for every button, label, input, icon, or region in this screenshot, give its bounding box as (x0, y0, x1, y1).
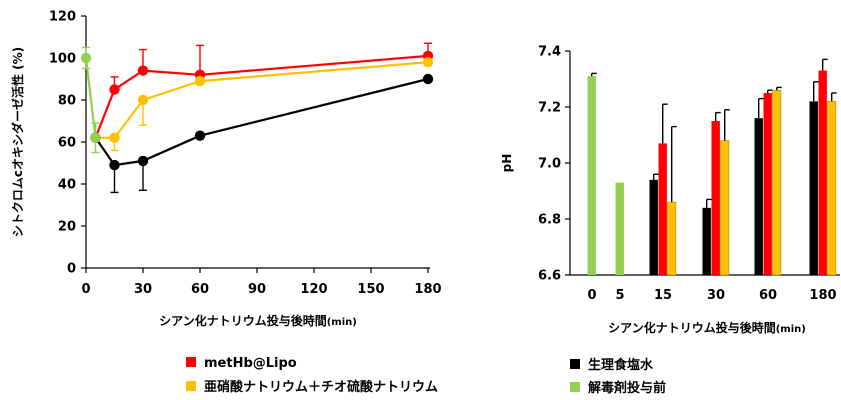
bar (827, 101, 837, 276)
legend-swatch (186, 381, 196, 391)
data-point (109, 132, 120, 143)
data-point (109, 84, 120, 95)
legend-swatch (570, 382, 580, 392)
legend-label: metHb@Lipo (204, 356, 297, 371)
left-x-tick-label: 0 (81, 282, 90, 297)
data-point (422, 57, 434, 68)
right-y-tick-label: 7.0 (538, 157, 561, 172)
left-y-tick-label: 60 (58, 136, 76, 151)
left-y-tick-label: 80 (58, 94, 76, 109)
legend-swatch (186, 357, 196, 367)
bar (763, 93, 772, 275)
series-line (84, 57, 97, 138)
bar (658, 143, 667, 275)
legend-label: 生理食塩水 (588, 357, 654, 373)
data-point (137, 94, 149, 106)
data-point (194, 130, 206, 141)
right-x-tick-label: 15 (654, 288, 672, 303)
legend-label: 亜硝酸ナトリウム＋チオ硫酸ナトリウム (204, 379, 438, 395)
bar (818, 70, 827, 275)
right-y-tick-label: 7.2 (538, 101, 561, 116)
ph-bar-chart: 6.6 6.8 7.0 7.2 7.4 0 5 15 30 60 180 pH シアン化ナトリウム… (500, 45, 840, 335)
bar (754, 118, 763, 275)
data-point (80, 52, 92, 64)
left-y-tick-label: 0 (67, 262, 76, 277)
left-x-tick-label: 90 (248, 282, 266, 297)
left-y-tick-label: 120 (49, 10, 76, 25)
bar (649, 179, 658, 275)
data-point (194, 75, 206, 87)
left-y-tick-label: 40 (58, 178, 76, 193)
left-y-tick-label: 100 (49, 52, 76, 67)
left-x-tick-label: 120 (300, 282, 327, 297)
right-x-tick-label: 0 (587, 288, 596, 303)
left-x-axis-title: シアン化ナトリウム投与後時間(min) (159, 313, 357, 328)
legend-swatch (570, 359, 580, 369)
left-x-tick-label: 30 (134, 282, 152, 297)
right-y-tick-label: 7.4 (538, 45, 561, 60)
series-生理食塩水 (90, 73, 434, 194)
left-x-tick-label: 60 (191, 282, 209, 297)
right-y-tick-label: 6.6 (538, 269, 561, 284)
left-y-tick-label: 20 (58, 220, 76, 235)
right-y-axis-title: pH (500, 154, 514, 173)
series-metHb@Lipo (90, 42, 434, 143)
data-point (137, 155, 149, 167)
right-x-tick-label: 5 (615, 288, 624, 303)
left-y-axis-title: シトクロムcオキシダーゼ活性 (%) (10, 47, 25, 237)
bar (587, 76, 596, 275)
right-x-axis-title: シアン化ナトリウム投与後時間(min) (608, 320, 806, 335)
bar (720, 140, 730, 276)
bar (711, 121, 720, 275)
bar (615, 182, 624, 275)
data-point (90, 132, 101, 143)
data-point (422, 73, 434, 85)
left-x-tick-label: 150 (357, 282, 384, 297)
series-解毒剤投与前 (80, 46, 101, 154)
left-x-tick-label: 180 (414, 282, 441, 297)
data-point (137, 65, 149, 76)
right-x-tick-label: 180 (809, 288, 836, 303)
right-y-tick-label: 6.8 (538, 213, 561, 228)
activity-line-chart: 0 20 40 60 80 100 120 0 30 60 90 120 150 180 シトクロムcオ… (10, 10, 442, 329)
right-x-tick-label: 30 (707, 288, 725, 303)
bar (702, 207, 711, 275)
series-line (94, 77, 429, 167)
right-x-tick-label: 60 (759, 288, 777, 303)
bar (809, 101, 818, 276)
legend-label: 解毒剤投与前 (587, 380, 666, 396)
bar (667, 201, 677, 276)
bar (772, 89, 782, 276)
data-point (109, 159, 120, 171)
